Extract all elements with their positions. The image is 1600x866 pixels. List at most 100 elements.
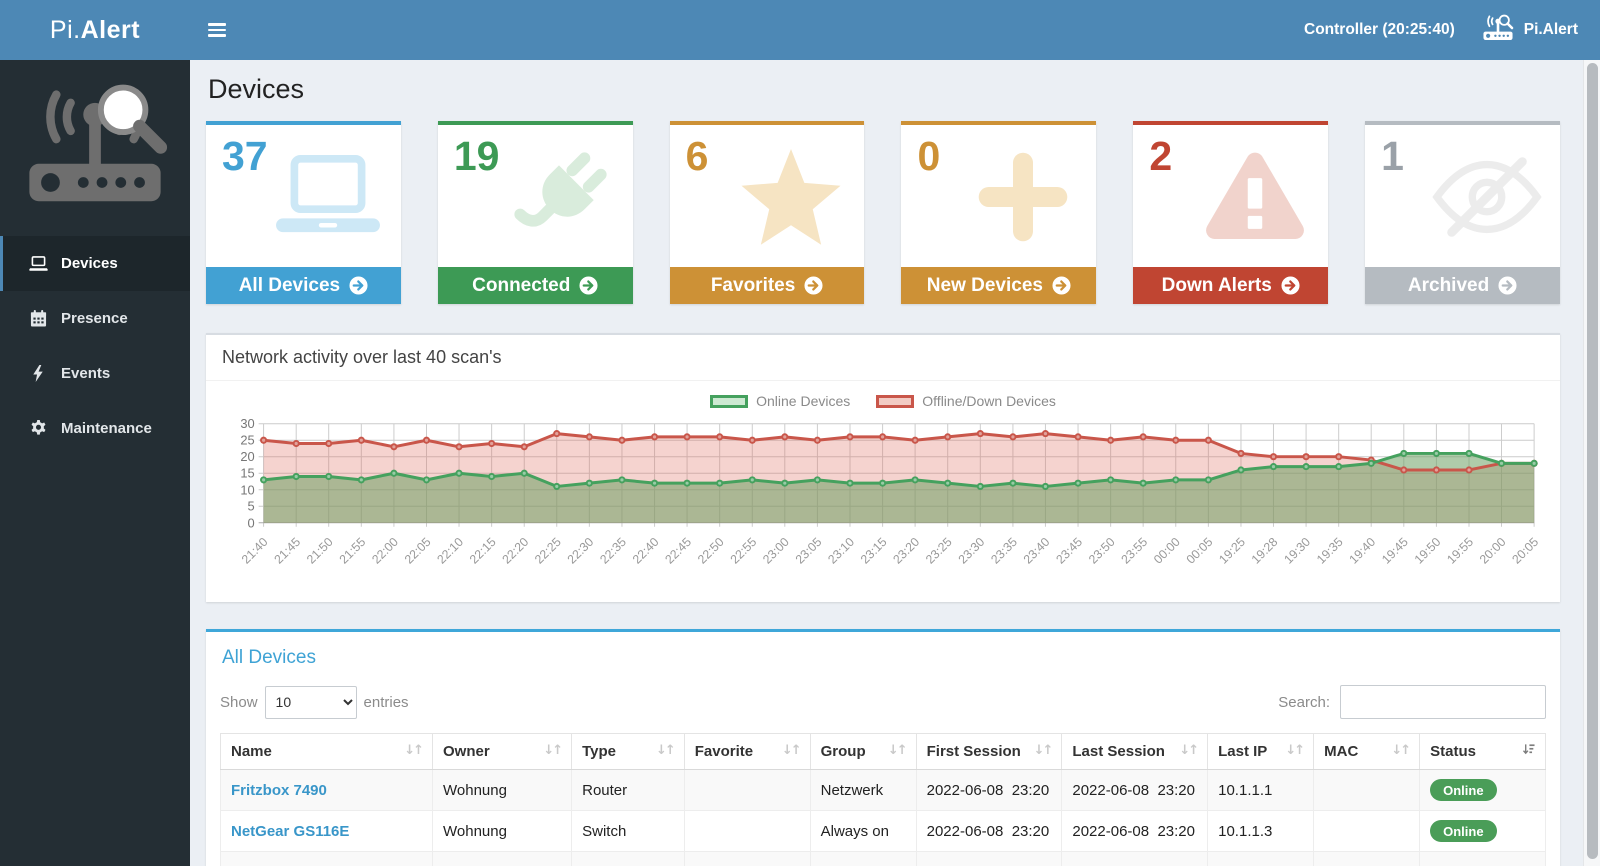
connected-count: 19: [453, 133, 500, 179]
controller-clock-label: Controller (20:25:40): [1304, 21, 1455, 38]
svg-text:21:40: 21:40: [239, 535, 271, 567]
gear-icon: [27, 420, 49, 437]
card-footer-label: All Devices: [238, 274, 341, 296]
page-length-select[interactable]: 10: [264, 685, 357, 719]
eye-slash-icon: [1428, 139, 1546, 255]
plug-icon: [501, 139, 619, 255]
stat-card: 6 Favorites: [669, 121, 865, 304]
svg-text:23:55: 23:55: [1118, 535, 1150, 567]
legend-label: Offline/Down Devices: [922, 393, 1056, 409]
router-scan-logo-icon: [29, 84, 168, 202]
sidebar-item-events[interactable]: Events: [0, 346, 190, 401]
favorites-link[interactable]: Favorites: [669, 267, 865, 304]
search-label: Search:: [1278, 693, 1330, 711]
svg-text:22:00: 22:00: [369, 535, 401, 567]
col-header-first-session[interactable]: First Session ↓↑: [915, 733, 1063, 770]
last-ip-cell: 10.1.1.3: [1207, 810, 1315, 852]
sidebar-item-devices[interactable]: Devices: [0, 236, 190, 291]
legend-item[interactable]: Online Devices: [710, 393, 850, 409]
col-header-mac[interactable]: MAC ↓↑: [1313, 733, 1421, 770]
chart-title: Network activity over last 40 scan's: [206, 335, 1560, 381]
svg-text:15: 15: [240, 466, 254, 481]
all-devices-panel: All Devices Show 10 entries Search:: [206, 629, 1560, 866]
arrow-circle-right-icon: [804, 276, 823, 295]
down-alerts-link[interactable]: Down Alerts: [1133, 267, 1329, 304]
svg-text:10: 10: [240, 482, 254, 497]
svg-text:0: 0: [247, 515, 254, 530]
sidebar-item-label: Presence: [61, 310, 128, 327]
card-footer-label: Down Alerts: [1161, 274, 1272, 296]
all-devices-link[interactable]: All Devices: [206, 267, 401, 304]
svg-text:19:45: 19:45: [1379, 535, 1411, 567]
svg-text:23:40: 23:40: [1021, 535, 1053, 567]
type-cell: Switch: [571, 810, 685, 852]
svg-text:30: 30: [240, 416, 254, 431]
col-header-last-session[interactable]: Last Session ↓↑: [1061, 733, 1209, 770]
device-name-link[interactable]: NetGear GS116E: [231, 822, 350, 840]
page-scrollbar-track[interactable]: [1583, 60, 1600, 866]
calendar-icon: [27, 310, 49, 327]
arrow-circle-right-icon: [1052, 276, 1071, 295]
new-devices-link[interactable]: New Devices: [901, 267, 1097, 304]
last-session-cell: 2022-06-08 23:20: [1061, 810, 1209, 852]
type-cell: Router: [571, 769, 685, 811]
sort-icon: ↓↑: [887, 743, 908, 758]
sidebar-item-label: Devices: [61, 255, 118, 272]
connected-link[interactable]: Connected: [437, 267, 633, 304]
favorite-cell: [683, 810, 811, 852]
svg-text:21:50: 21:50: [304, 535, 336, 567]
bolt-icon: [27, 365, 49, 382]
arrow-circle-right-icon: [1281, 276, 1300, 295]
legend-label: Online Devices: [756, 393, 851, 409]
col-header-name[interactable]: Name ↓↑: [220, 733, 433, 770]
svg-text:00:05: 00:05: [1184, 535, 1216, 567]
page-scrollbar-thumb[interactable]: [1587, 63, 1598, 859]
sidebar-toggle-icon[interactable]: [208, 13, 242, 47]
sidebar-item-maintenance[interactable]: Maintenance: [0, 401, 190, 456]
main-content: Devices 37 All Devices 19 Connected 6: [190, 60, 1580, 866]
col-header-favorite[interactable]: Favorite ↓↑: [683, 733, 811, 770]
chart-legend: Online Devices Offline/Down Devices: [218, 393, 1548, 409]
app-nav-link[interactable]: Pi.Alert: [1481, 14, 1578, 46]
sidebar-item-presence[interactable]: Presence: [0, 291, 190, 346]
svg-text:19:30: 19:30: [1281, 535, 1313, 567]
favorites-count: 6: [685, 133, 709, 179]
archived-link[interactable]: Archived: [1365, 267, 1560, 304]
col-header-type[interactable]: Type ↓↑: [571, 733, 685, 770]
brand-logo[interactable]: Pi. Alert: [0, 0, 190, 60]
card-footer-label: Favorites: [710, 274, 796, 296]
search-input[interactable]: [1340, 685, 1546, 719]
stat-card: 37 All Devices: [206, 121, 401, 304]
table-row-partial: [220, 851, 1546, 866]
svg-text:22:25: 22:25: [532, 535, 564, 567]
device-name-link[interactable]: Fritzbox 7490: [231, 781, 327, 799]
group-cell: Always on: [809, 810, 917, 852]
legend-swatch: [710, 394, 749, 408]
sort-icon: ↓↑: [1391, 743, 1411, 758]
page-title: Devices: [208, 74, 305, 104]
stat-card: 0 New Devices: [901, 121, 1097, 304]
sort-icon: ↓↑: [1179, 743, 1199, 758]
col-header-owner[interactable]: Owner ↓↑: [431, 733, 573, 770]
sort-icon: ↓↑: [1285, 743, 1305, 758]
legend-item[interactable]: Offline/Down Devices: [876, 393, 1056, 409]
svg-text:23:20: 23:20: [890, 535, 922, 567]
col-header-last-ip[interactable]: Last IP ↓↑: [1207, 733, 1315, 770]
svg-text:23:25: 23:25: [923, 535, 955, 567]
col-header-group[interactable]: Group ↓↑: [809, 733, 917, 770]
svg-text:22:55: 22:55: [728, 535, 760, 567]
show-label: Show: [220, 693, 258, 711]
archived-count: 1: [1381, 133, 1404, 179]
sort-icon: ↓↑: [655, 743, 676, 758]
card-footer-label: New Devices: [926, 274, 1043, 296]
top-navbar: Pi. Alert Controller (20:25:40): [0, 0, 1600, 60]
devices-table: Name ↓↑ Owner ↓↑ Type ↓↑ Favorite ↓↑ Group ↓↑…: [220, 733, 1546, 866]
laptop-icon: [27, 256, 49, 271]
table-header-row: Name ↓↑ Owner ↓↑ Type ↓↑ Favorite ↓↑ Group ↓↑…: [220, 733, 1546, 770]
group-cell: Netzwerk: [809, 769, 917, 811]
sort-icon: ↓↑: [404, 743, 424, 758]
svg-text:20: 20: [240, 449, 254, 464]
col-header-status[interactable]: Status: [1419, 733, 1546, 770]
svg-text:21:45: 21:45: [271, 535, 303, 567]
